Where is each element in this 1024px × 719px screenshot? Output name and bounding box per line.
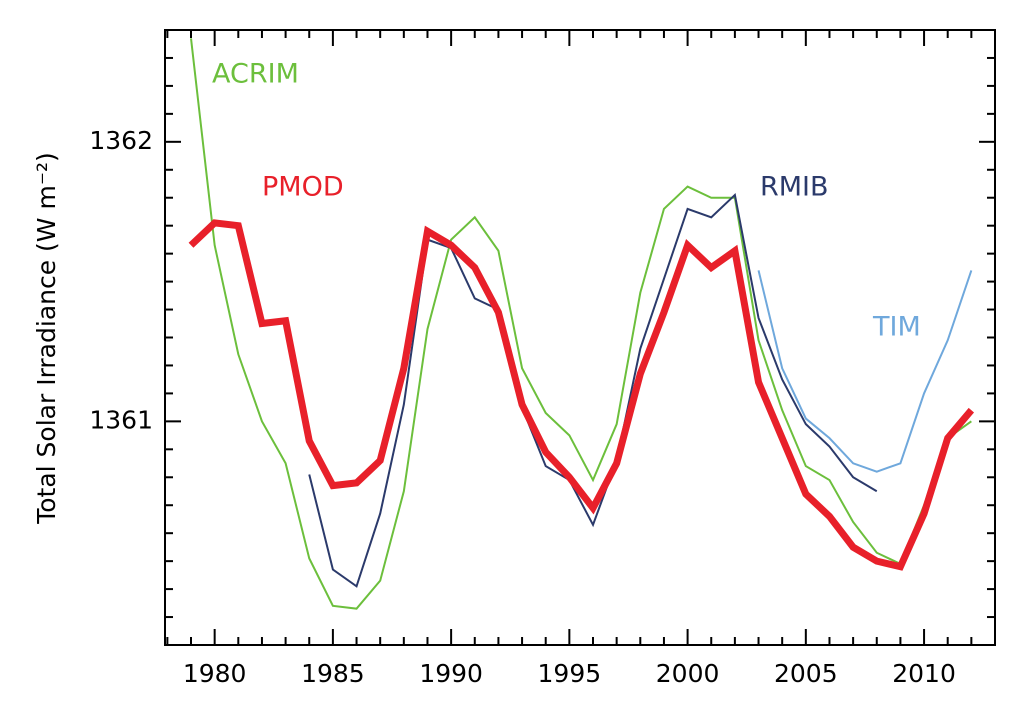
series-label: PMOD: [262, 172, 344, 203]
series-line: [188, 219, 975, 571]
x-tick-label: 2000: [656, 659, 720, 688]
series-label: TIM: [872, 312, 921, 343]
y-tick-label: 1362: [89, 126, 153, 155]
y-axis-label: Total Solar Irradiance (W m⁻²): [32, 152, 61, 525]
x-tick-label: 1985: [301, 659, 365, 688]
x-tick-label: 2010: [892, 659, 956, 688]
x-tick-label: 1995: [538, 659, 602, 688]
x-tick-label: 2005: [774, 659, 838, 688]
series-label: RMIB: [760, 172, 829, 203]
series-line: [308, 192, 878, 588]
series-line: [190, 38, 972, 610]
x-tick-label: 1980: [183, 659, 247, 688]
series-label: ACRIM: [212, 59, 299, 90]
series-line: [757, 270, 973, 473]
x-tick-label: 1990: [419, 659, 483, 688]
y-tick-label: 1361: [89, 405, 153, 434]
